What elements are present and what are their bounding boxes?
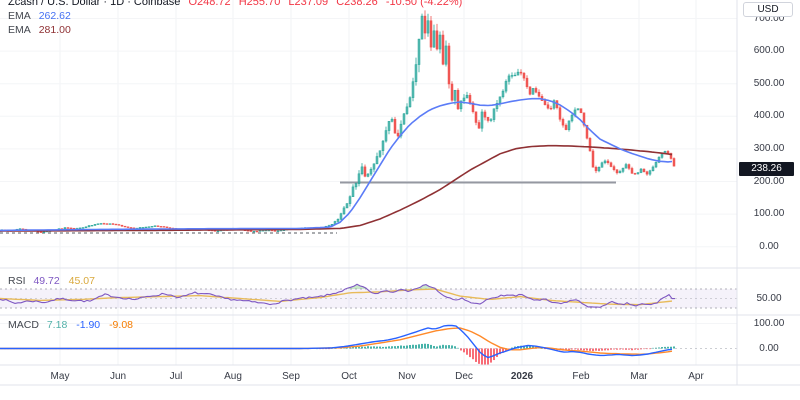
price-tick-500: 500.00 xyxy=(753,77,785,89)
ohlc-open: O248.72 xyxy=(188,0,231,8)
symbol-title: Zcash / U.S. Dollar · 1D · Coinbase xyxy=(8,0,181,8)
last-price-badge: 238.26 xyxy=(739,162,794,176)
price-tick-700: 700.00 xyxy=(753,12,785,24)
candles xyxy=(0,10,676,233)
ema-slow-label: EMA xyxy=(8,24,31,36)
ema-fast-line xyxy=(0,97,673,232)
macd-line-value: -1.90 xyxy=(76,319,101,331)
ema-fast-value: 262.62 xyxy=(38,10,71,22)
macd-label: MACD xyxy=(8,319,39,331)
time-tick-Feb: Feb xyxy=(572,371,590,382)
price-tick-400: 400.00 xyxy=(753,110,785,122)
rsi-tick-50: 50.00 xyxy=(756,292,782,304)
time-tick-Apr: Apr xyxy=(688,371,704,382)
price-tick-200: 200.00 xyxy=(753,175,785,187)
macd-tick-0: 0.00 xyxy=(759,342,779,354)
ema-fast-legend-row[interactable]: EMA 262.62 xyxy=(8,9,462,23)
currency-button[interactable]: USD xyxy=(743,2,793,17)
ohlc-change: -10.50 (-4.22%) xyxy=(385,0,463,8)
price-tick-600: 600.00 xyxy=(753,45,785,57)
time-tick-Jun: Jun xyxy=(109,371,127,382)
rsi-ma-value: 45.07 xyxy=(68,275,95,287)
time-tick-May: May xyxy=(50,371,70,382)
macd-signal-line xyxy=(0,327,673,356)
time-tick-Dec: Dec xyxy=(455,371,473,382)
time-tick-Jul: Jul xyxy=(169,371,183,382)
macd-legend-row[interactable]: MACD 7.18 -1.90 -9.08 xyxy=(8,319,133,331)
main-pane[interactable] xyxy=(0,10,676,234)
rsi-ma-line xyxy=(0,288,673,306)
main-legend: Zcash / U.S. Dollar · 1D · Coinbase O248… xyxy=(8,0,462,37)
ohlc-low: L237.09 xyxy=(288,0,329,8)
ema-fast-label: EMA xyxy=(8,10,31,22)
price-tick-300: 300.00 xyxy=(753,142,785,154)
time-tick-Mar: Mar xyxy=(630,371,648,382)
rsi-label: RSI xyxy=(8,275,26,287)
ema-slow-line xyxy=(0,144,673,232)
macd-tick-100: 100.00 xyxy=(753,317,785,329)
rsi-value: 49.72 xyxy=(33,275,60,287)
macd-line xyxy=(0,324,673,359)
price-tick-0: 0.00 xyxy=(759,240,779,252)
rsi-pane[interactable] xyxy=(0,283,737,309)
ohlc-high: H255.70 xyxy=(238,0,281,8)
macd-hist-value: 7.18 xyxy=(46,319,68,331)
ema-slow-legend-row[interactable]: EMA 281.00 xyxy=(8,23,462,37)
macd-pane[interactable] xyxy=(0,324,737,366)
symbol-legend-row[interactable]: Zcash / U.S. Dollar · 1D · Coinbase O248… xyxy=(8,0,462,9)
rsi-line xyxy=(0,283,675,308)
time-tick-2026: 2026 xyxy=(510,371,534,382)
time-tick-Nov: Nov xyxy=(398,371,416,382)
ema-slow-value: 281.00 xyxy=(38,24,71,36)
macd-signal-value: -9.08 xyxy=(109,319,133,331)
pane-separators xyxy=(0,0,800,386)
rsi-legend-row[interactable]: RSI 49.72 45.07 xyxy=(8,275,95,287)
ohlc-close: C238.26 xyxy=(336,0,378,8)
time-tick-Oct: Oct xyxy=(341,371,357,382)
time-tick-Sep: Sep xyxy=(282,371,300,382)
price-tick-100: 100.00 xyxy=(753,208,785,220)
time-tick-Aug: Aug xyxy=(224,371,242,382)
